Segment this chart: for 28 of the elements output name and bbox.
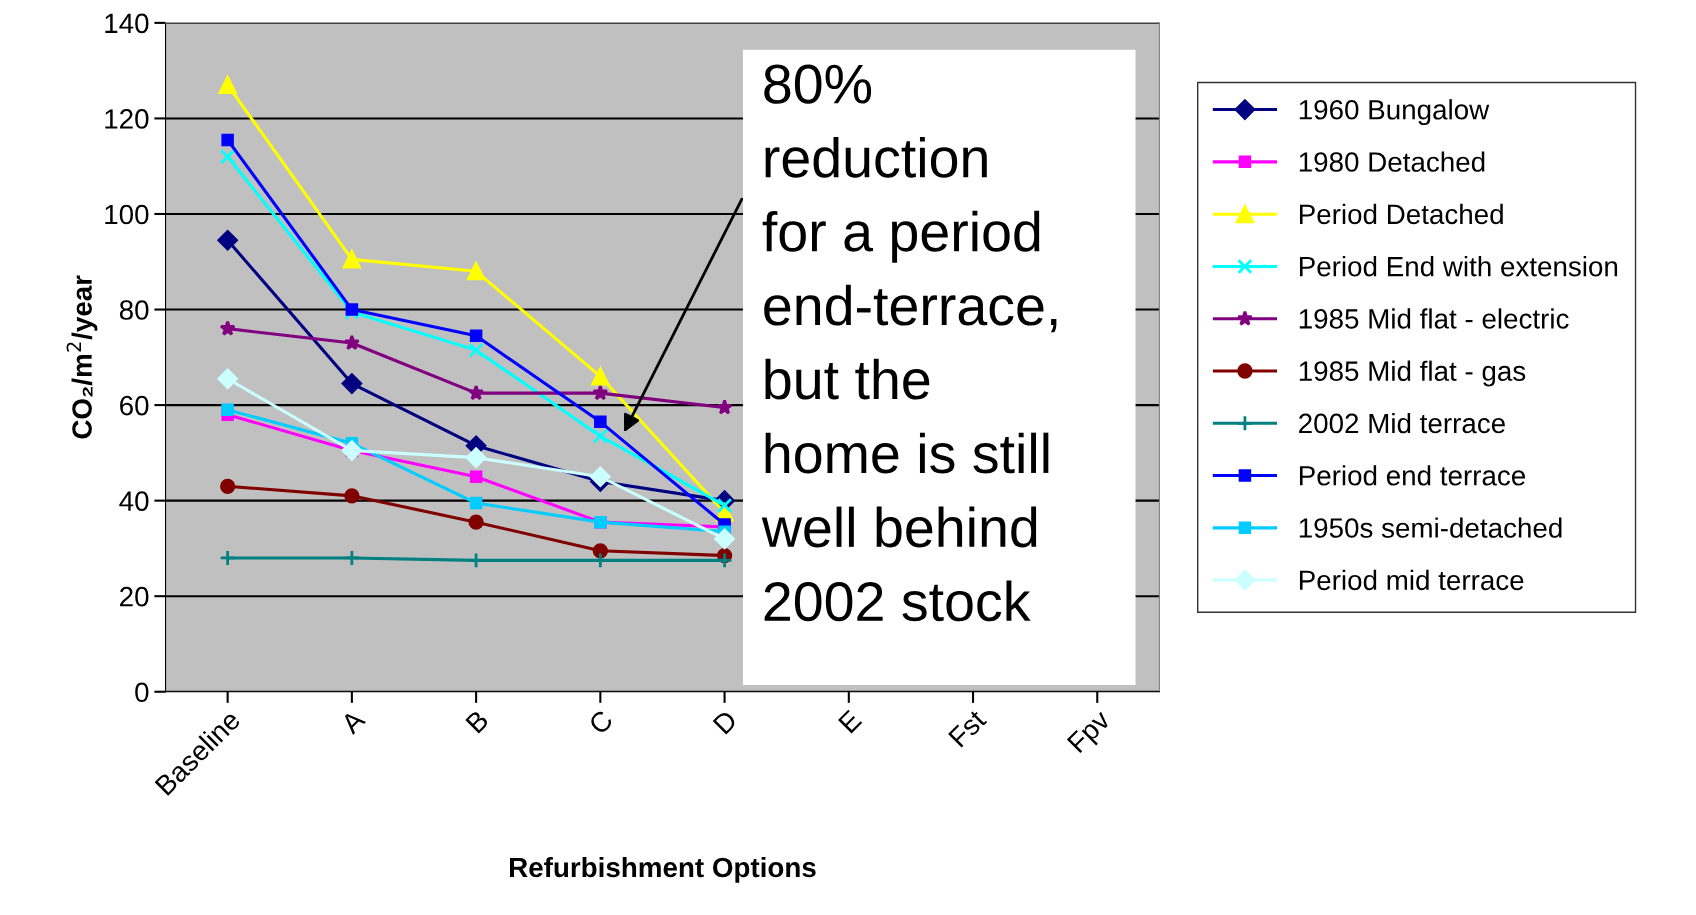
legend-label: 1950s semi-detached — [1299, 517, 1562, 538]
y-tick-label: 100 — [105, 204, 149, 225]
y-tick-label: 60 — [120, 395, 149, 416]
x-axis-title: Refurbishment Options — [510, 856, 816, 883]
x-tick-label: Fpv — [1066, 708, 1116, 758]
x-tick-label: C — [587, 708, 615, 736]
y-tick-label: 80 — [119, 300, 149, 320]
x-tick-label: E — [838, 709, 863, 734]
x-tick-label: D — [712, 709, 738, 735]
x-tick-label: B — [465, 709, 490, 734]
legend-label: 1985 Mid flat - gas — [1299, 360, 1526, 387]
x-tick-label: A — [339, 708, 367, 736]
x-tick-label: Fst — [948, 708, 988, 748]
legend-label: 1980 Detached — [1299, 151, 1485, 172]
legend-label: 2002 Mid terrace — [1299, 412, 1505, 434]
y-tick-label: 140 — [105, 13, 149, 34]
legend-label: Period End with extension — [1299, 256, 1618, 277]
y-axis-title: CO₂/m$^{2}$/year — [66, 275, 98, 439]
y-tick-label: 120 — [105, 109, 149, 129]
legend-label: 1985 Mid flat - electric — [1299, 308, 1569, 329]
legend-label: Period end terrace — [1299, 465, 1525, 486]
y-tick-label: 0 — [135, 682, 149, 703]
legend-label: Period mid terrace — [1299, 569, 1524, 591]
legend-label: Period Detached — [1299, 203, 1503, 225]
annotation: 80% reduction for a period end-terrace, but the home is still well behind 2002 stock — [761, 64, 1057, 622]
legend-label: 1960 Bungalow — [1299, 99, 1490, 126]
y-tick-label: 20 — [120, 586, 149, 607]
y-tick-label: 40 — [119, 491, 149, 511]
